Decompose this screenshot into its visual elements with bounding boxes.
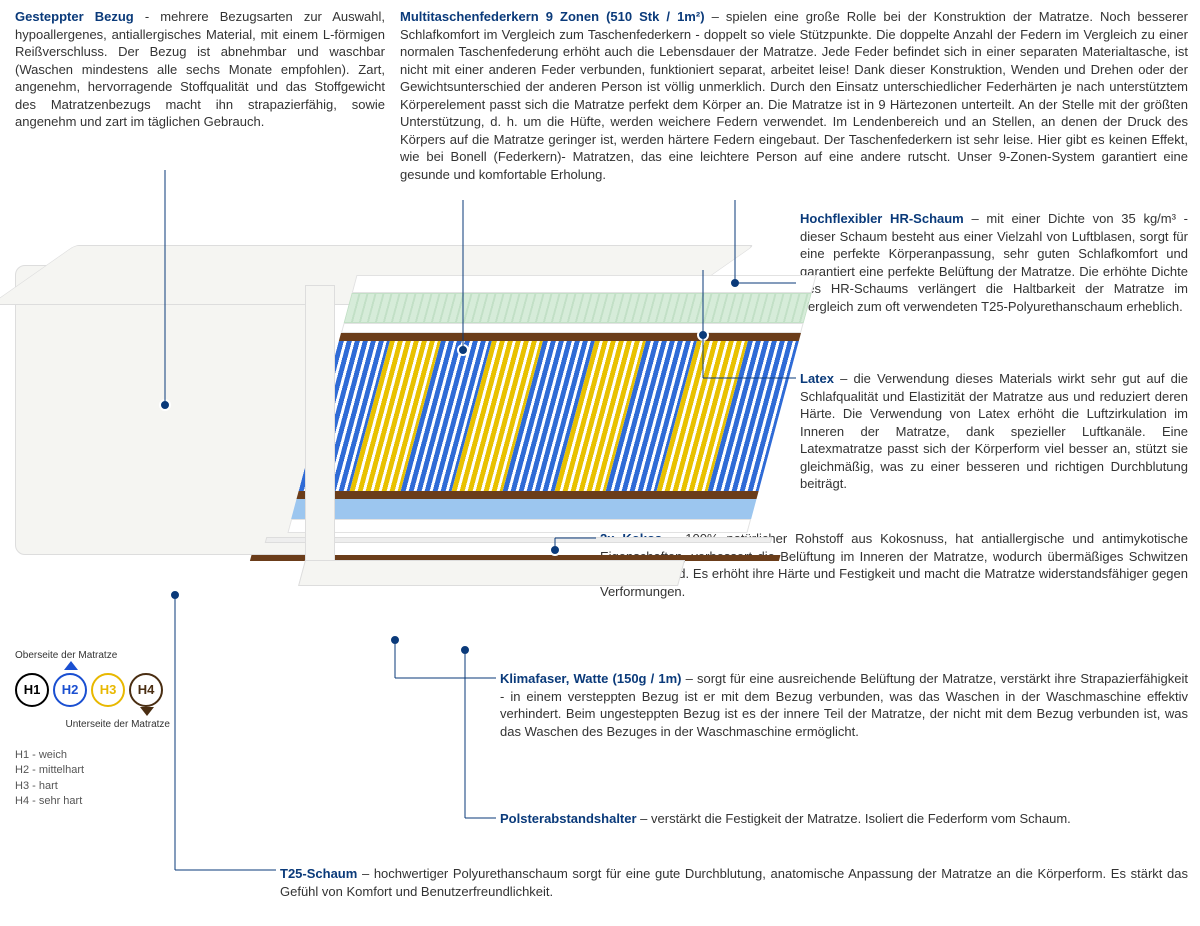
title-latex: Latex bbox=[800, 371, 834, 386]
desc-latex: Latex – die Verwendung dieses Materials … bbox=[800, 370, 1188, 493]
marker-kokos bbox=[549, 544, 561, 556]
badge-h1: H1 bbox=[15, 673, 49, 707]
legend-bottom-label: Unterseite der Matratze bbox=[15, 719, 170, 730]
marker-klima bbox=[389, 634, 401, 646]
marker-polster bbox=[459, 644, 471, 656]
title-springs: Multitaschenfederkern 9 Zonen (510 Stk /… bbox=[400, 9, 705, 24]
layer-kokos-bottom bbox=[297, 491, 759, 499]
legend-d3: H3 - hart bbox=[15, 779, 170, 794]
arrow-up-icon bbox=[64, 661, 78, 670]
layer-klimafaser bbox=[265, 537, 773, 543]
layer-top-cover bbox=[352, 275, 817, 293]
body-cover: mehrere Bezugsarten zur Auswahl, hypoall… bbox=[15, 9, 385, 129]
badge-h4: H4 bbox=[129, 673, 163, 707]
marker-latex bbox=[697, 329, 709, 341]
marker-hr bbox=[729, 277, 741, 289]
desc-t25: T25-Schaum – hochwertiger Polyurethansch… bbox=[280, 865, 1188, 900]
title-hr: Hochflexibler HR-Schaum bbox=[800, 211, 964, 226]
desc-springs: Multitaschenfederkern 9 Zonen (510 Stk /… bbox=[400, 8, 1188, 183]
cover-front-base bbox=[298, 560, 685, 586]
body-hr: mit einer Dichte von 35 kg/m³ - dieser S… bbox=[800, 211, 1188, 314]
title-polster: Polsterabstandshalter bbox=[500, 811, 637, 826]
layer-springs bbox=[299, 341, 799, 491]
body-polster: verstärkt die Festigkeit der Matratze. I… bbox=[651, 811, 1071, 826]
layer-spacer-1 bbox=[341, 323, 804, 333]
cover-front-pillar bbox=[305, 285, 335, 585]
body-t25: hochwertiger Polyurethanschaum sorgt für… bbox=[280, 866, 1188, 899]
title-t25: T25-Schaum bbox=[280, 866, 357, 881]
badge-h3: H3 bbox=[91, 673, 125, 707]
marker-springs bbox=[457, 344, 469, 356]
body-latex: die Verwendung dieses Materials wirkt se… bbox=[800, 371, 1188, 491]
mattress-diagram bbox=[15, 205, 785, 645]
title-cover: Gesteppter Bezug bbox=[15, 9, 134, 24]
body-springs: spielen eine große Rolle bei der Konstru… bbox=[400, 9, 1188, 182]
hardness-legend: Oberseite der Matratze H1 H2 H3 H4 Unter… bbox=[15, 650, 170, 810]
cutaway bbox=[273, 275, 816, 585]
marker-cover bbox=[159, 399, 171, 411]
layer-bottom-cover bbox=[287, 519, 751, 533]
layer-hr-foam bbox=[344, 293, 812, 323]
badge-h2: H2 bbox=[53, 673, 87, 707]
marker-t25 bbox=[169, 589, 181, 601]
layer-kokos-top bbox=[339, 333, 801, 341]
legend-d2: H2 - mittelhart bbox=[15, 763, 170, 778]
desc-klima: Klimafaser, Watte (150g / 1m) – sorgt fü… bbox=[500, 670, 1188, 740]
layer-t25-foam bbox=[291, 499, 756, 519]
page: { "cover": { "title": "Gesteppter Bezug"… bbox=[0, 0, 1200, 926]
desc-hr: Hochflexibler HR-Schaum – mit einer Dich… bbox=[800, 210, 1188, 315]
legend-d4: H4 - sehr hart bbox=[15, 794, 170, 809]
desc-polster: Polsterabstandshalter – verstärkt die Fe… bbox=[500, 810, 1188, 828]
legend-d1: H1 - weich bbox=[15, 748, 170, 763]
legend-top-label: Oberseite der Matratze bbox=[15, 650, 170, 661]
title-klima: Klimafaser, Watte (150g / 1m) bbox=[500, 671, 682, 686]
desc-cover: Gesteppter Bezug - mehrere Bezugsarten z… bbox=[15, 8, 385, 131]
arrow-down-icon bbox=[140, 707, 154, 716]
cover-side bbox=[15, 265, 325, 555]
